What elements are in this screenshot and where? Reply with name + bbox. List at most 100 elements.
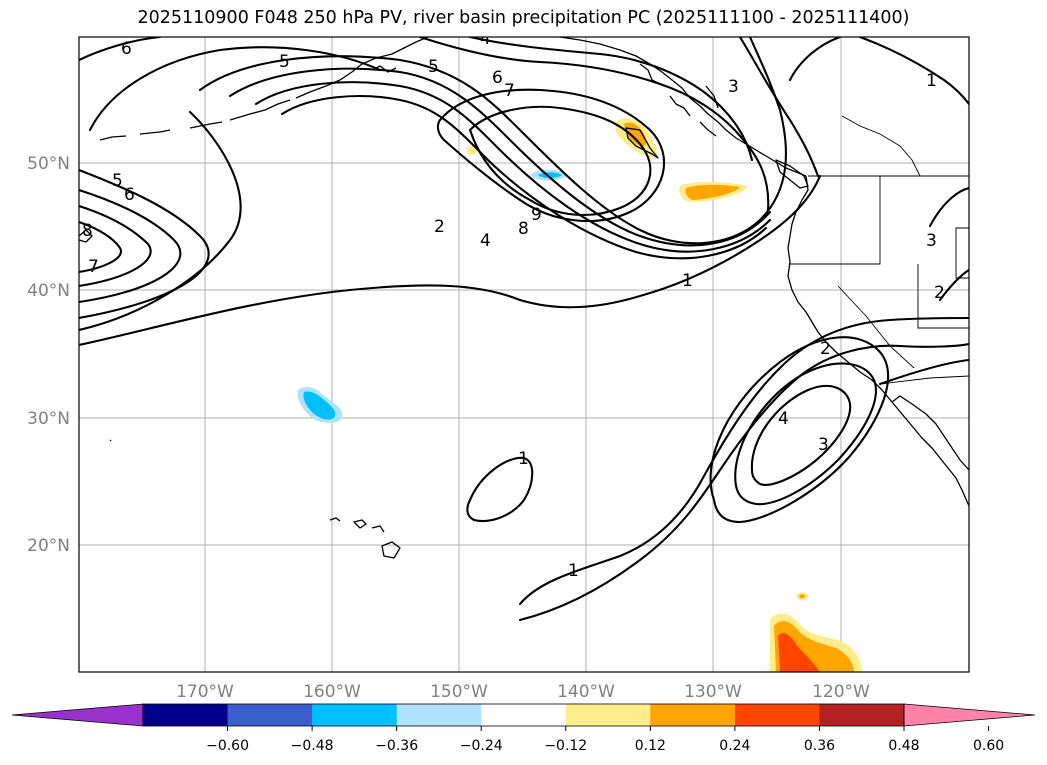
clabel-15: 8 bbox=[518, 219, 529, 239]
contour-pv-pacific-1 bbox=[466, 456, 534, 522]
shade-neg-gulf-core bbox=[538, 172, 562, 178]
map-border bbox=[78, 36, 970, 673]
clabel-2: 5 bbox=[279, 52, 290, 72]
colorbar-tick-label: 0.12 bbox=[635, 738, 666, 754]
shade-neg-hawaii-north-core bbox=[303, 391, 336, 420]
clabel-8: 1 bbox=[926, 71, 937, 91]
colorbar-tick-label: −0.48 bbox=[291, 738, 334, 754]
contour-pv-2-west bbox=[79, 110, 242, 332]
colorbar-tick-label: 0.48 bbox=[888, 738, 919, 754]
colorbar-tick-label: −0.24 bbox=[460, 738, 503, 754]
contour-pv-baja-4 bbox=[750, 384, 852, 486]
contour-pv-inner-loop bbox=[436, 88, 666, 223]
colorbar-segment bbox=[143, 704, 229, 726]
lon-label-170w: 170°W bbox=[176, 682, 234, 702]
contour-pv-sw-band-inner bbox=[518, 316, 969, 606]
clabel-12: 7 bbox=[88, 257, 99, 277]
colorbar-tick-label: −0.36 bbox=[375, 738, 418, 754]
borders bbox=[790, 115, 969, 385]
contour-pv-gulf-outer bbox=[198, 37, 787, 245]
contour-pv-baja-2 bbox=[709, 336, 890, 524]
shade-pos-bc-core bbox=[685, 184, 740, 200]
clabel-5: 6 bbox=[492, 68, 503, 88]
contour-pv-se-3 bbox=[878, 358, 969, 386]
contour-pv-sw-band-outer bbox=[518, 342, 969, 622]
contour-pv-ne-1 bbox=[858, 37, 969, 106]
lon-label-150w: 150°W bbox=[430, 682, 488, 702]
clabel-23: 1 bbox=[518, 449, 529, 469]
lat-label-20n: 20°N bbox=[27, 536, 70, 556]
contour-pv-1-north bbox=[79, 174, 822, 347]
contour-pv-gulf-3 bbox=[254, 81, 772, 253]
contour-pv-west-5a bbox=[88, 46, 382, 132]
clabel-11: 8 bbox=[82, 221, 93, 241]
colorbar-tick-label: 0.24 bbox=[719, 738, 750, 754]
lat-label-50n: 50°N bbox=[27, 154, 70, 174]
clabel-6: 7 bbox=[504, 81, 515, 101]
clabel-24: 1 bbox=[568, 561, 579, 581]
colorbar-extend-max bbox=[903, 703, 1036, 727]
clabel-1: 6 bbox=[121, 39, 132, 59]
colorbar-segment bbox=[481, 704, 567, 726]
colorbar-tick-label: −0.12 bbox=[544, 738, 587, 754]
colorbar-tick-label: −0.60 bbox=[206, 738, 249, 754]
colorbar-tick-label: 0.60 bbox=[973, 738, 1004, 754]
clabel-18: 3 bbox=[926, 231, 937, 251]
colorbar-segment bbox=[734, 704, 820, 726]
colorbar-segment bbox=[819, 704, 905, 726]
contour-pv-gulf-2 bbox=[228, 67, 772, 247]
clabel-10: 6 bbox=[124, 185, 135, 205]
map-title: 2025110900 F048 250 hPa PV, river basin … bbox=[137, 8, 910, 28]
colorbar-segment bbox=[396, 704, 482, 726]
clabel-20: 2 bbox=[820, 339, 831, 359]
shade-pos-dot-core bbox=[799, 594, 805, 599]
colorbar-segment bbox=[650, 704, 736, 726]
contour-pv-west-6b bbox=[79, 188, 182, 304]
colorbar-tick-label: 0.36 bbox=[804, 738, 835, 754]
lat-label-30n: 30°N bbox=[27, 409, 70, 429]
contour-pv-gulf-4 bbox=[280, 95, 768, 260]
lat-label-40n: 40°N bbox=[27, 281, 70, 301]
contour-pv-ne-3 bbox=[738, 37, 820, 178]
contour-pv-east-loop bbox=[928, 186, 969, 228]
colorbar-ticks: −0.60 −0.48 −0.36 −0.24 −0.12 0.12 0.24 0.36 0.4… bbox=[206, 726, 1004, 754]
clabel-3: 4 bbox=[480, 29, 491, 49]
contour-pv-east-loop2 bbox=[938, 268, 969, 302]
clabel-9: 5 bbox=[112, 171, 123, 191]
clabel-17: 1 bbox=[682, 271, 693, 291]
precip-shading bbox=[297, 118, 862, 672]
colorbar: −0.60 −0.48 −0.36 −0.24 −0.12 0.12 0.24 0.36 0.4… bbox=[11, 703, 1036, 754]
contour-pv-west-5b bbox=[79, 168, 210, 320]
lon-label-140w: 140°W bbox=[557, 682, 615, 702]
contour-pv-west-6 bbox=[79, 37, 162, 62]
colorbar-segment bbox=[565, 704, 651, 726]
colorbar-extend-min bbox=[11, 703, 144, 727]
colorbar-outline bbox=[142, 703, 905, 727]
colorbar-segment bbox=[227, 704, 313, 726]
contour-labels: 6 5 4 5 6 7 3 1 5 6 8 7 2 4 8 9 1 3 2 2 … bbox=[82, 29, 945, 581]
clabel-22: 3 bbox=[818, 435, 829, 455]
clabel-13: 2 bbox=[434, 217, 445, 237]
colorbar-segment bbox=[312, 704, 398, 726]
contour-pv-baja-3 bbox=[734, 362, 877, 506]
clabel-7: 3 bbox=[728, 77, 739, 97]
shade-pos-south-core bbox=[778, 633, 820, 672]
lon-label-160w: 160°W bbox=[303, 682, 361, 702]
contour-pv-west-7 bbox=[79, 204, 152, 288]
colorbar-segments bbox=[11, 703, 1036, 727]
clabel-16: 9 bbox=[531, 205, 542, 225]
lon-label-130w: 130°W bbox=[684, 682, 742, 702]
map-frame bbox=[79, 37, 969, 672]
lat-axis: 50°N 40°N 30°N 20°N bbox=[27, 154, 70, 556]
contour-pv-ne-corner bbox=[788, 37, 842, 82]
contour-pv-north-band-1 bbox=[418, 37, 770, 212]
contour-pv-inner-9 bbox=[468, 105, 652, 217]
shade-pos-small bbox=[466, 146, 478, 156]
contour-pv-north-band-2 bbox=[468, 37, 754, 162]
lon-label-120w: 120°W bbox=[812, 682, 870, 702]
lon-axis: 170°W 160°W 150°W 140°W 130°W 120°W bbox=[176, 682, 870, 702]
clabel-21: 4 bbox=[778, 409, 789, 429]
contour-pv-west-8 bbox=[79, 220, 123, 274]
clabel-4: 5 bbox=[428, 57, 439, 77]
